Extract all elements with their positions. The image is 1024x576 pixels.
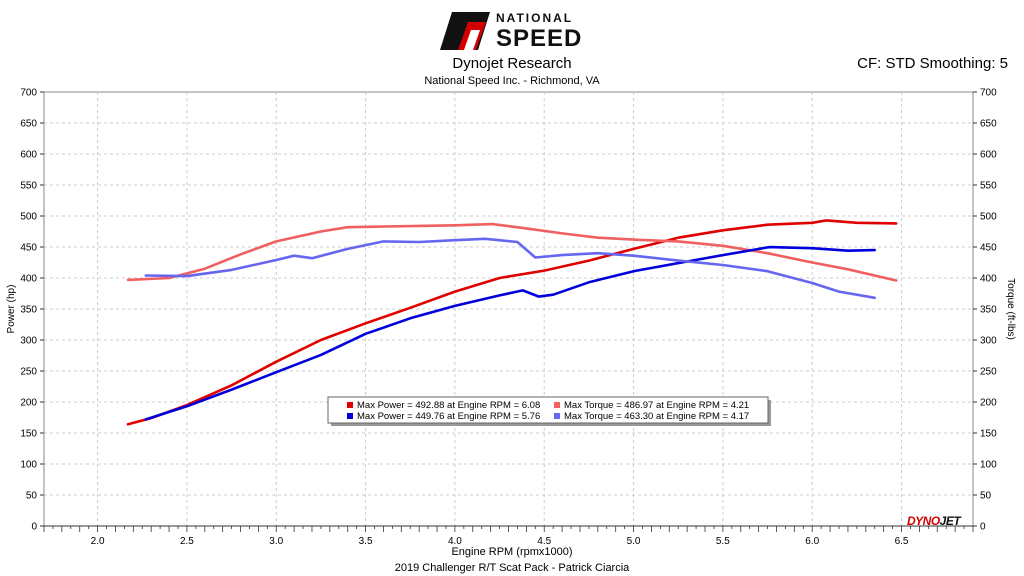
y-tick-label-right: 100 bbox=[980, 460, 997, 471]
x-tick-label: 2.5 bbox=[180, 536, 194, 547]
dynojet-brand-part2: JET bbox=[939, 514, 961, 528]
y-axis-label-left: Power (hp) bbox=[6, 285, 17, 334]
x-tick-label: 2.0 bbox=[91, 536, 105, 547]
grid-lines bbox=[44, 92, 973, 526]
bottom-axis: 2.0 2.5 3.0 3.5 4.0 4.5 5.0 5.5 6.0 6.5 bbox=[43, 525, 974, 547]
national-speed-logo: NATIONAL SPEED bbox=[440, 11, 582, 52]
legend: Max Power = 492.88 at Engine RPM = 6.08 … bbox=[327, 396, 771, 426]
x-tick-label: 4.0 bbox=[448, 536, 462, 547]
chart-title: Dynojet Research bbox=[452, 55, 572, 72]
dynojet-brand: DYNOJET bbox=[907, 514, 961, 528]
y-tick-label-left: 600 bbox=[20, 150, 37, 161]
right-axis: 0 50 100 150 200 250 300 350 400 450 500 550 600 650 7… bbox=[973, 88, 997, 533]
y-tick-label-left: 0 bbox=[31, 522, 37, 533]
legend-swatch-torque2 bbox=[554, 413, 560, 419]
y-tick-label-right: 700 bbox=[980, 88, 997, 99]
logo-mark-stripe-inner bbox=[464, 30, 480, 50]
y-tick-label-left: 250 bbox=[20, 367, 37, 378]
dynojet-brand-part1: DYNO bbox=[907, 514, 940, 528]
y-tick-label-left: 700 bbox=[20, 88, 37, 99]
y-tick-label-left: 650 bbox=[20, 119, 37, 130]
y-tick-label-left: 500 bbox=[20, 212, 37, 223]
y-tick-label-left: 50 bbox=[26, 491, 38, 502]
y-axis-label-right: Torque (ft-lbs) bbox=[1005, 278, 1016, 340]
y-tick-label-left: 450 bbox=[20, 243, 37, 254]
y-tick-label-right: 500 bbox=[980, 212, 997, 223]
left-axis: 0 50 100 150 200 250 300 350 400 450 500 550 600 650 7… bbox=[20, 88, 44, 533]
legend-entry-power1: Max Power = 492.88 at Engine RPM = 6.08 bbox=[357, 400, 540, 411]
y-tick-label-left: 150 bbox=[20, 429, 37, 440]
y-tick-label-right: 600 bbox=[980, 150, 997, 161]
x-tick-label: 5.0 bbox=[627, 536, 641, 547]
x-tick-label: 6.5 bbox=[895, 536, 909, 547]
y-tick-label-left: 350 bbox=[20, 305, 37, 316]
correction-factor-label: CF: STD Smoothing: 5 bbox=[857, 55, 1008, 72]
x-axis-label: Engine RPM (rpmx1000) bbox=[451, 546, 573, 558]
y-tick-label-right: 450 bbox=[980, 243, 997, 254]
logo-text-national: NATIONAL bbox=[496, 11, 573, 25]
legend-swatch-power2 bbox=[347, 413, 353, 419]
legend-swatch-power1 bbox=[347, 402, 353, 408]
y-tick-label-left: 300 bbox=[20, 336, 37, 347]
chart-subtitle: National Speed Inc. - Richmond, VA bbox=[424, 75, 600, 87]
x-tick-label: 6.0 bbox=[805, 536, 819, 547]
y-tick-label-right: 550 bbox=[980, 181, 997, 192]
x-tick-label: 5.5 bbox=[716, 536, 730, 547]
footer-caption: 2019 Challenger R/T Scat Pack - Patrick … bbox=[394, 562, 630, 574]
y-tick-label-left: 400 bbox=[20, 274, 37, 285]
series-line-power2 bbox=[144, 245, 876, 421]
y-tick-label-right: 350 bbox=[980, 305, 997, 316]
legend-swatch-torque1 bbox=[554, 402, 560, 408]
x-tick-label: 3.0 bbox=[269, 536, 283, 547]
y-tick-label-left: 550 bbox=[20, 181, 37, 192]
legend-entry-power2: Max Power = 449.76 at Engine RPM = 5.76 bbox=[357, 411, 540, 422]
legend-box bbox=[327, 396, 769, 424]
x-tick-label: 4.5 bbox=[537, 536, 551, 547]
series-line-power1 bbox=[126, 219, 898, 426]
y-tick-label-right: 250 bbox=[980, 367, 997, 378]
legend-entry-torque2: Max Torque = 463.30 at Engine RPM = 4.17 bbox=[564, 411, 749, 422]
y-tick-label-left: 100 bbox=[20, 460, 37, 471]
y-tick-label-right: 650 bbox=[980, 119, 997, 130]
legend-entry-torque1: Max Torque = 486.97 at Engine RPM = 4.21 bbox=[564, 400, 749, 411]
series-lines bbox=[126, 219, 898, 426]
y-tick-label-right: 50 bbox=[980, 491, 992, 502]
x-tick-label: 3.5 bbox=[359, 536, 373, 547]
y-tick-label-left: 200 bbox=[20, 398, 37, 409]
logo-text-speed: SPEED bbox=[496, 25, 582, 52]
y-tick-label-right: 300 bbox=[980, 336, 997, 347]
y-tick-label-right: 400 bbox=[980, 274, 997, 285]
y-tick-label-right: 200 bbox=[980, 398, 997, 409]
y-tick-label-right: 150 bbox=[980, 429, 997, 440]
y-tick-label-right: 0 bbox=[980, 522, 986, 533]
series-line-torque2 bbox=[144, 237, 876, 300]
